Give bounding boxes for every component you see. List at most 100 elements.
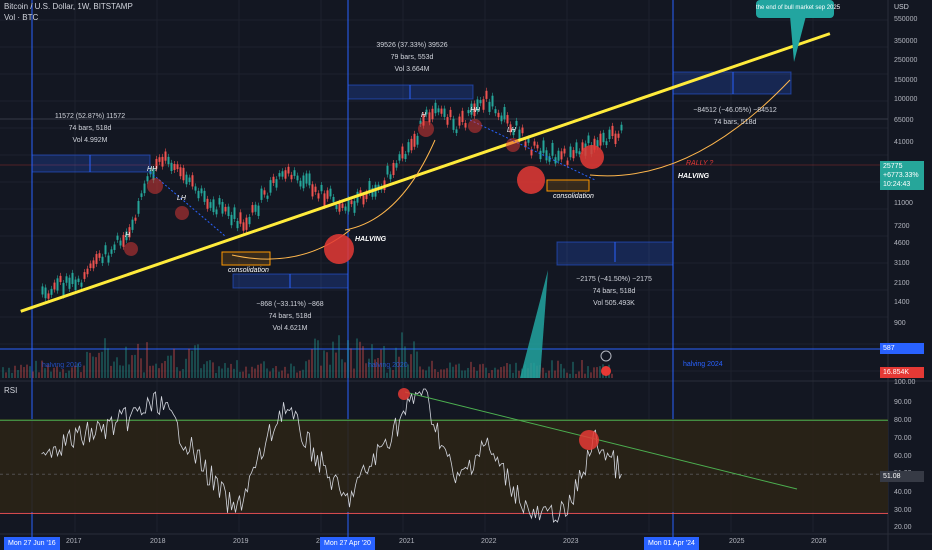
volume-bar [230, 363, 232, 378]
candle-body [401, 146, 404, 159]
candle-body [464, 123, 467, 128]
candle-body [347, 199, 350, 212]
candle-body [557, 150, 560, 161]
rsi-indicator-label[interactable]: RSI [4, 386, 18, 395]
candle-body [548, 156, 551, 162]
candle-body [230, 214, 233, 226]
volume-bar [47, 364, 49, 378]
candle-body [599, 133, 602, 146]
candle-body [551, 142, 554, 156]
price-tick: 150000 [894, 77, 918, 84]
candle-body [488, 101, 491, 112]
volume-bar [92, 356, 94, 378]
time-tick: 2021 [399, 538, 415, 545]
candle-body [296, 175, 299, 181]
volume-bar [596, 367, 598, 378]
candle-body [215, 209, 218, 215]
volume-bar [401, 332, 403, 378]
volume-bar [293, 366, 295, 378]
candle-body [605, 141, 608, 146]
candle-body [167, 156, 170, 165]
candle-body [47, 293, 50, 299]
volume-bar [74, 365, 76, 378]
candle-body [407, 142, 410, 153]
volume-indicator-label[interactable]: Vol · BTC [4, 13, 39, 22]
candle-body [473, 103, 476, 117]
pattern-marker [124, 242, 138, 256]
symbol-title[interactable]: Bitcoin / U.S. Dollar, 1W, BITSTAMP [4, 2, 133, 11]
candle-body [491, 95, 494, 107]
candle-body [116, 235, 119, 240]
volume-bar [53, 367, 55, 378]
volume-bar [398, 356, 400, 378]
volume-bar [584, 373, 586, 378]
price-tick: 4600 [894, 240, 910, 247]
time-tick: 2022 [481, 538, 497, 545]
volume-bar [353, 368, 355, 378]
volume-bar [290, 363, 292, 378]
volume-bar [254, 368, 256, 378]
volume-bar [500, 367, 502, 378]
halving-2024-label: halving 2024 [683, 361, 723, 368]
candle-body [107, 255, 110, 263]
candle-body [434, 102, 437, 114]
candle-body [140, 193, 143, 197]
volume-bar [479, 364, 481, 378]
volume-bar [341, 359, 343, 378]
measure-annotation-3: −868 (−33.11%) −868 74 bars, 518d Vol 4.… [238, 299, 342, 335]
candle-body [185, 174, 188, 185]
candle-body [53, 282, 56, 290]
volume-bar [197, 344, 199, 378]
volume-bar [392, 369, 394, 378]
volume-bar [137, 343, 139, 378]
volume-bar [494, 367, 496, 378]
candle-body [611, 125, 614, 137]
candle-body [572, 150, 575, 159]
candle-body [245, 217, 248, 230]
candle-body [575, 142, 578, 154]
candle-body [71, 272, 74, 284]
price-tick: 90.00 [894, 399, 912, 406]
volume-bar [383, 345, 385, 378]
candle-body [386, 165, 389, 175]
rsi-line [41, 388, 622, 523]
annotation-line: Vol 505.493K [593, 300, 635, 307]
volume-bar [50, 371, 52, 378]
volume-bar [170, 355, 172, 378]
volume-bar [56, 366, 58, 378]
candle-body [533, 141, 536, 146]
candle-body [539, 150, 542, 160]
volume-bar [98, 352, 100, 378]
halving-2020-label: halving 2020 [368, 362, 408, 369]
volume-bar [551, 360, 553, 378]
candle-body [368, 180, 371, 193]
candle-body [284, 170, 287, 179]
candle-body [323, 193, 326, 207]
price-tick: 70.00 [894, 435, 912, 442]
annotation-line: −84512 (−46.05%) −84512 [693, 107, 777, 114]
volume-bar [185, 358, 187, 378]
volume-bar [296, 372, 298, 378]
volume-bar [458, 363, 460, 378]
volume-bar [71, 367, 73, 378]
candle-body [173, 164, 176, 170]
candle-body [398, 154, 401, 161]
volume-bar [542, 367, 544, 378]
volume-bar [5, 372, 7, 378]
volume-bar [302, 369, 304, 378]
volume-bar [410, 354, 412, 378]
volume-bar [206, 361, 208, 378]
volume-bar [359, 341, 361, 378]
volume-bar [44, 368, 46, 378]
candle-body [413, 133, 416, 147]
candle-body [233, 207, 236, 219]
volume-bar [107, 348, 109, 378]
volume-bar [320, 365, 322, 378]
volume-bar [611, 373, 613, 378]
pct-change: +6773.33% [883, 172, 919, 179]
candle-body [113, 244, 116, 250]
volume-bar [554, 370, 556, 378]
candle-body [41, 286, 44, 295]
volume-bar [20, 364, 22, 378]
